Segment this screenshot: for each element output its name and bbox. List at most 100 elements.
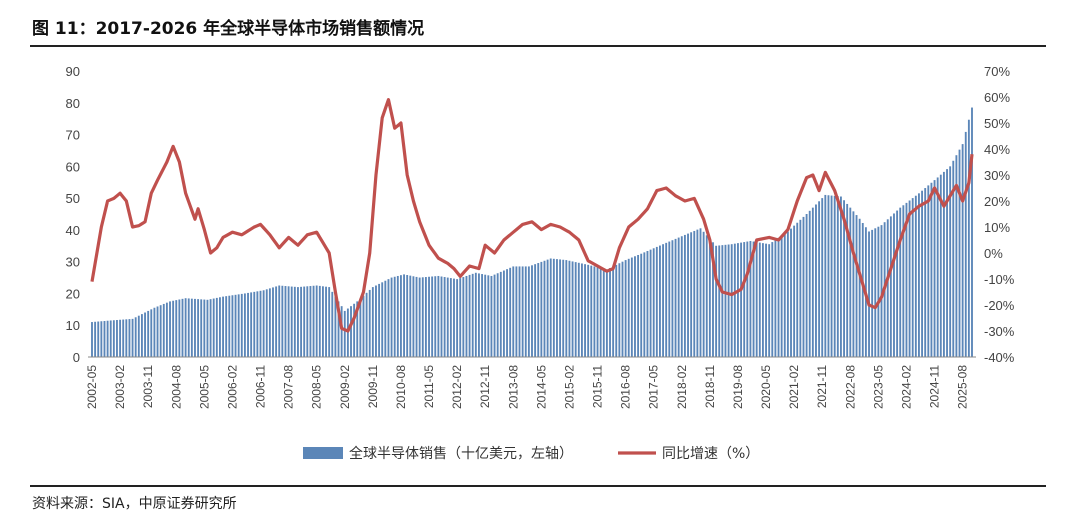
- sales-bar: [499, 271, 502, 357]
- sales-bar: [112, 320, 115, 357]
- right-tick-label: 50%: [984, 116, 1010, 131]
- sales-bar: [281, 285, 284, 357]
- sales-bar: [802, 216, 805, 357]
- sales-bar: [705, 235, 708, 357]
- sales-bar: [424, 277, 427, 357]
- sales-bar: [549, 258, 552, 357]
- growth-rate-line: [90, 98, 974, 333]
- sales-bar: [721, 245, 724, 357]
- sales-bar: [309, 286, 312, 357]
- sales-bar: [353, 303, 356, 357]
- sales-bar: [337, 301, 340, 357]
- x-tick-label: 2004-08: [169, 365, 183, 409]
- sales-bar: [234, 294, 237, 357]
- sales-bar: [939, 174, 942, 357]
- sales-bar: [634, 256, 636, 357]
- sales-bar: [231, 295, 234, 357]
- sales-bar: [942, 171, 945, 357]
- sales-bar: [855, 215, 858, 357]
- sales-bar: [637, 254, 640, 357]
- sales-bar: [933, 180, 936, 357]
- sales-bar: [805, 214, 808, 357]
- sales-bar: [259, 290, 262, 357]
- sales-bar: [811, 207, 814, 357]
- sales-bar: [743, 242, 746, 357]
- x-tick-label: 2008-05: [310, 365, 324, 409]
- sales-bar: [946, 169, 948, 357]
- sales-bar: [178, 299, 181, 357]
- sales-bar: [880, 225, 883, 357]
- sales-bar: [272, 287, 274, 357]
- sales-bar: [162, 303, 165, 357]
- sales-bar: [964, 131, 967, 357]
- sales-bar: [265, 289, 268, 357]
- right-tick-label: -40%: [984, 350, 1015, 365]
- sales-bar: [506, 269, 508, 357]
- sales-bar: [815, 204, 817, 357]
- x-tick-label: 2024-11: [928, 365, 942, 408]
- sales-bar: [437, 275, 440, 357]
- sales-bar: [858, 218, 861, 357]
- sales-bar: [371, 287, 374, 357]
- sales-bar: [836, 196, 839, 357]
- sales-bar: [103, 320, 106, 357]
- left-tick-label: 80: [66, 96, 80, 111]
- sales-bar: [896, 210, 899, 357]
- right-tick-label: 60%: [984, 90, 1010, 105]
- sales-bar: [768, 244, 771, 357]
- sales-bar: [774, 239, 777, 357]
- sales-bar: [225, 296, 228, 357]
- sales-bar: [531, 265, 533, 357]
- sales-bars: [91, 107, 973, 357]
- x-tick-label: 2022-08: [843, 365, 857, 409]
- sales-bar: [649, 249, 652, 357]
- sales-bar: [609, 268, 611, 357]
- x-tick-label: 2019-08: [731, 365, 745, 409]
- x-tick-label: 2024-02: [900, 365, 914, 409]
- sales-bar: [652, 248, 655, 357]
- left-tick-label: 20: [66, 286, 80, 301]
- sales-bar: [899, 207, 902, 357]
- sales-bar: [215, 297, 218, 357]
- sales-bar: [683, 234, 686, 357]
- sales-bar: [94, 321, 97, 357]
- sales-bar: [771, 242, 774, 357]
- sales-bar: [724, 244, 727, 357]
- sales-bar: [268, 288, 271, 357]
- sales-bar: [421, 277, 424, 357]
- sales-bar: [580, 263, 583, 357]
- sales-bar: [780, 235, 783, 357]
- sales-bar: [368, 289, 371, 357]
- sales-bar: [758, 242, 761, 357]
- left-tick-label: 50: [66, 191, 80, 206]
- sales-bar: [356, 301, 359, 357]
- sales-bar: [680, 236, 683, 357]
- sales-bar: [243, 293, 246, 357]
- sales-bar: [297, 287, 299, 357]
- sales-bar: [877, 226, 880, 357]
- sales-bar: [203, 299, 206, 357]
- sales-bar: [468, 274, 471, 357]
- sales-bar: [871, 229, 874, 357]
- sales-bar: [868, 231, 870, 357]
- sales-bar: [537, 263, 540, 357]
- x-tick-label: 2015-11: [591, 365, 605, 408]
- x-tick-label: 2021-02: [787, 365, 801, 409]
- x-tick-label: 2006-11: [254, 365, 268, 408]
- right-axis-ticks: -40% -30% -20% -10% 0% 10% 20% 30% 40% 50% 60% 70%: [984, 64, 1015, 365]
- figure-title: 图 11：2017-2026 年全球半导体市场销售额情况: [32, 19, 425, 39]
- sales-bar: [219, 297, 221, 357]
- sales-bar: [462, 277, 465, 357]
- sales-bar: [400, 275, 402, 357]
- left-tick-label: 90: [66, 64, 80, 79]
- sales-bar: [184, 298, 187, 357]
- sales-bar: [144, 312, 146, 357]
- x-tick-label: 2009-11: [366, 365, 380, 408]
- sales-bar: [961, 144, 964, 357]
- sales-bar: [194, 298, 196, 357]
- sales-bar: [481, 274, 483, 357]
- sales-bar: [312, 285, 315, 357]
- sales-bar: [474, 272, 477, 357]
- sales-bar: [562, 259, 565, 357]
